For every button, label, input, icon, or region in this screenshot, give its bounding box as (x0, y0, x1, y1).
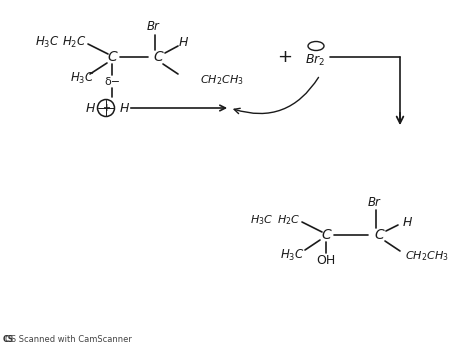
Text: $H_3C$: $H_3C$ (280, 247, 305, 263)
Text: H: H (178, 37, 188, 49)
Text: C: C (107, 50, 117, 64)
Text: $H_2C$: $H_2C$ (277, 213, 301, 227)
Text: CS Scanned with CamScanner: CS Scanned with CamScanner (5, 335, 132, 344)
Text: $Br_2$: $Br_2$ (305, 52, 325, 67)
Text: C: C (321, 228, 331, 242)
Text: Br: Br (367, 196, 381, 208)
Text: $H_3C$: $H_3C$ (250, 213, 273, 227)
Text: OH: OH (316, 253, 336, 266)
Text: $CH_2CH_3$: $CH_2CH_3$ (200, 73, 244, 87)
Text: +: + (277, 48, 292, 66)
Text: Br: Br (146, 20, 159, 33)
Text: $H_3C$: $H_3C$ (70, 71, 95, 86)
Text: δ−: δ− (104, 77, 120, 87)
Text: $H_3C$: $H_3C$ (35, 34, 60, 49)
Text: H: H (86, 101, 95, 114)
Text: $CH_2CH_3$: $CH_2CH_3$ (405, 249, 449, 263)
Text: C: C (153, 50, 163, 64)
Text: H: H (120, 101, 129, 114)
Text: H: H (403, 217, 412, 230)
Text: C: C (374, 228, 384, 242)
Text: CS: CS (3, 335, 14, 344)
Text: +: + (102, 103, 110, 113)
Text: $H_2C$: $H_2C$ (62, 34, 87, 49)
